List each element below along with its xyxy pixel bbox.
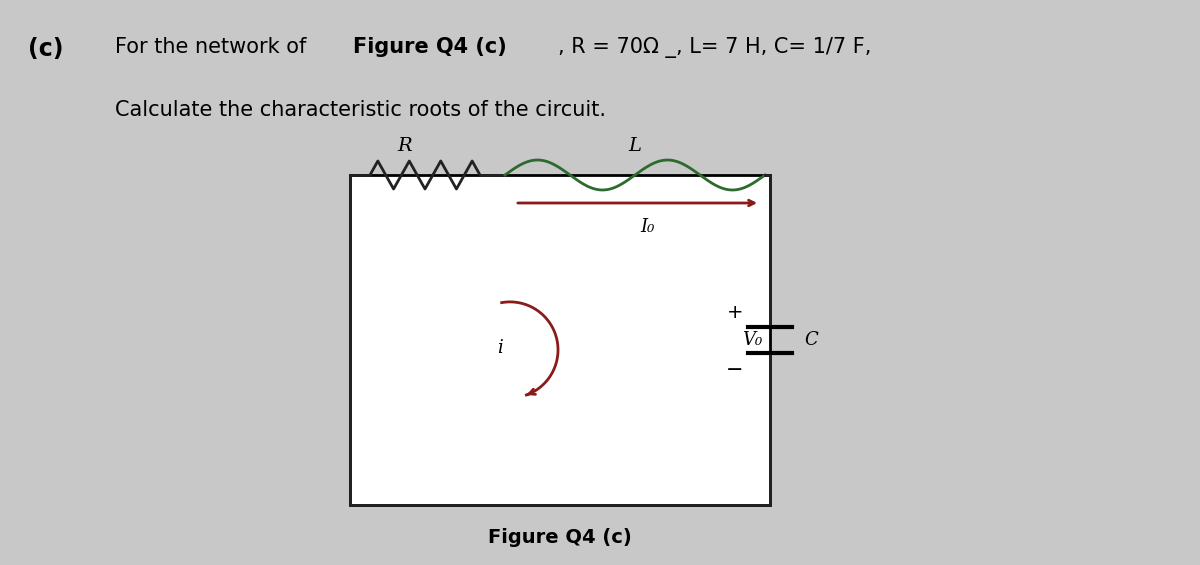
Text: V₀: V₀ bbox=[742, 331, 762, 349]
Text: C: C bbox=[804, 331, 817, 349]
Text: Figure Q4 (c): Figure Q4 (c) bbox=[353, 37, 506, 57]
Text: L: L bbox=[629, 137, 642, 155]
Text: (c): (c) bbox=[28, 37, 64, 61]
Text: Calculate the characteristic roots of the circuit.: Calculate the characteristic roots of th… bbox=[115, 100, 606, 120]
Text: R: R bbox=[397, 137, 413, 155]
Text: Figure Q4 (c): Figure Q4 (c) bbox=[488, 528, 632, 547]
Text: I₀: I₀ bbox=[641, 218, 655, 236]
Bar bbox=[350, 175, 770, 505]
Text: −: − bbox=[726, 360, 744, 380]
Text: For the network of: For the network of bbox=[115, 37, 313, 57]
Text: , R = 70Ω _, L= 7 H, C= 1/7 F,: , R = 70Ω _, L= 7 H, C= 1/7 F, bbox=[558, 37, 871, 58]
Text: i: i bbox=[497, 339, 503, 357]
Text: +: + bbox=[727, 302, 743, 321]
